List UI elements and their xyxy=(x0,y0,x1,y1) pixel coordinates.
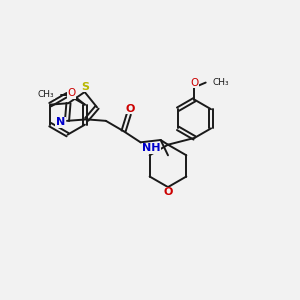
Text: O: O xyxy=(191,78,199,88)
Text: CH₃: CH₃ xyxy=(38,90,55,99)
Text: O: O xyxy=(126,104,135,114)
Text: NH: NH xyxy=(142,143,160,153)
Text: N: N xyxy=(56,117,65,127)
Text: CH₃: CH₃ xyxy=(212,78,229,87)
Text: O: O xyxy=(163,188,173,197)
Text: S: S xyxy=(81,82,89,92)
Text: O: O xyxy=(68,88,76,98)
